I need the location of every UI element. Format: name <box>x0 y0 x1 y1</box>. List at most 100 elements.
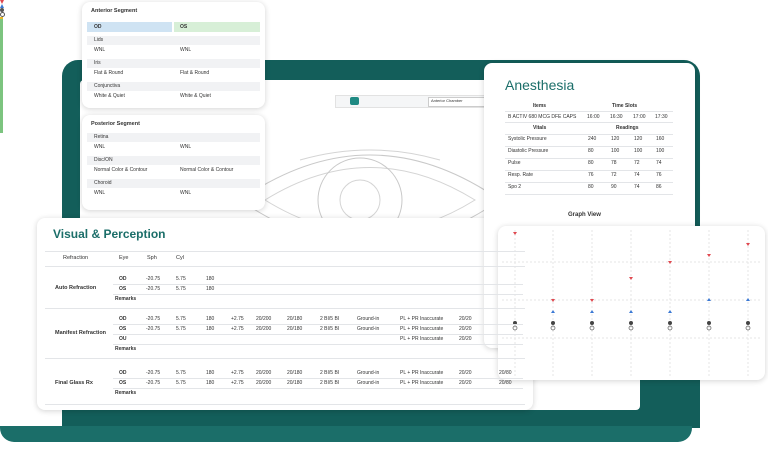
section-name: Final Glass Rx <box>55 380 93 386</box>
cell: 5.75 <box>176 316 186 322</box>
reading: 76 <box>656 172 662 178</box>
segment-label: Choroid <box>94 180 112 186</box>
divider <box>505 146 673 147</box>
cell: 180 <box>206 380 215 386</box>
divider <box>505 158 673 159</box>
column-header: Eye <box>119 255 129 261</box>
divider <box>505 182 673 183</box>
reading: 74 <box>634 172 640 178</box>
cell: 180 <box>206 370 215 376</box>
column-header: Readings <box>616 125 639 131</box>
reading: 80 <box>588 148 594 154</box>
vital-name: Spo 2 <box>508 184 522 190</box>
cell: 5.75 <box>176 326 186 332</box>
divider <box>505 194 673 195</box>
os-label: OS <box>180 24 188 30</box>
vital-icon <box>0 0 4 4</box>
cell: -20.75 <box>146 286 161 292</box>
cell: 180 <box>206 276 215 282</box>
cell: +2.75 <box>231 380 244 386</box>
reading: 240 <box>588 136 597 142</box>
reading: 72 <box>634 160 640 166</box>
dropdown-text: Anterior Chamber <box>431 98 463 103</box>
segment-label: Conjunctiva <box>94 83 121 89</box>
cell: -20.75 <box>146 370 161 376</box>
card-title: Anesthesia <box>505 77 575 93</box>
divider <box>113 388 523 389</box>
od-value: WNL <box>94 47 106 53</box>
cell: +2.75 <box>231 326 244 332</box>
graph-title: Graph View <box>568 212 601 218</box>
reading: 78 <box>611 160 617 166</box>
remarks-label: Remarks <box>115 296 137 302</box>
cell: 20/200 <box>256 326 272 332</box>
os-value: Flat & Round <box>180 70 210 76</box>
os-value: Normal Color & Contour <box>180 167 234 173</box>
cell: 20/20 <box>459 370 472 376</box>
vital-name: Systolic Pressure <box>508 136 547 142</box>
divider <box>505 170 673 171</box>
card-title: Anterior Segment <box>91 8 138 14</box>
cell: 20/20 <box>459 326 472 332</box>
laptop-base <box>0 426 692 442</box>
vital-name: Diastolic Pressure <box>508 148 549 154</box>
cell: Ground-in <box>357 380 380 386</box>
eye-label: OD <box>119 370 127 376</box>
cell: PL + PR Inaccurate <box>400 370 444 376</box>
od-label: OD <box>94 24 102 30</box>
divider <box>45 358 525 359</box>
card-title: Visual & Perception <box>53 227 166 241</box>
time-slot: 16:00 <box>587 114 600 120</box>
divider <box>45 308 525 309</box>
cell: 2 BI/5 BI <box>320 370 340 376</box>
eye-label: OD <box>119 276 127 282</box>
reading: 72 <box>611 172 617 178</box>
vital-icon <box>0 12 5 17</box>
column-header: Time Slots <box>612 103 638 109</box>
reading: 90 <box>611 184 617 190</box>
remarks-label: Remarks <box>115 346 137 352</box>
cell: 20/200 <box>256 316 272 322</box>
cell: PL + PR Inaccurate <box>400 316 444 322</box>
cell: -20.75 <box>146 316 161 322</box>
cell: 20/20 <box>459 336 472 342</box>
row-band <box>87 156 260 165</box>
cell: 20/180 <box>287 370 303 376</box>
os-value: WNL <box>180 47 192 53</box>
cell: 180 <box>206 286 215 292</box>
od-value: Normal Color & Contour <box>94 167 148 173</box>
tool-active[interactable] <box>350 97 359 105</box>
cell: PL + PR Inaccurate <box>400 380 444 386</box>
os-value: WNL <box>180 190 192 196</box>
eye-label: OU <box>119 336 127 342</box>
reading: 120 <box>634 136 643 142</box>
cell: 2 BI/5 BI <box>320 326 340 332</box>
segment-label: Iris <box>94 60 101 66</box>
column-header: Vitals <box>533 125 547 131</box>
card-title: Posterior Segment <box>91 121 140 127</box>
eye-label: OS <box>119 286 127 292</box>
reading: 80 <box>588 184 594 190</box>
row-band <box>87 22 172 32</box>
vital-name: Pulse <box>508 160 521 166</box>
cell: Ground-in <box>357 316 380 322</box>
cell: 2 BI/5 BI <box>320 316 340 322</box>
divider <box>113 378 523 379</box>
divider <box>45 251 525 252</box>
reading: 100 <box>634 148 643 154</box>
time-slot: 17:30 <box>655 114 668 120</box>
reading: 160 <box>656 136 665 142</box>
reading: 76 <box>588 172 594 178</box>
column-header: Refraction <box>63 255 89 261</box>
vital-name: Resp. Rate <box>508 172 534 178</box>
cell: 5.75 <box>176 286 186 292</box>
od-value: WNL <box>94 190 106 196</box>
remarks-label: Remarks <box>115 390 137 396</box>
vital-icon <box>0 4 4 8</box>
cell: 20/80 <box>499 380 512 386</box>
section-name: Auto Refraction <box>55 285 97 291</box>
divider <box>45 266 525 267</box>
row-band <box>87 36 260 45</box>
cell: -20.75 <box>146 326 161 332</box>
